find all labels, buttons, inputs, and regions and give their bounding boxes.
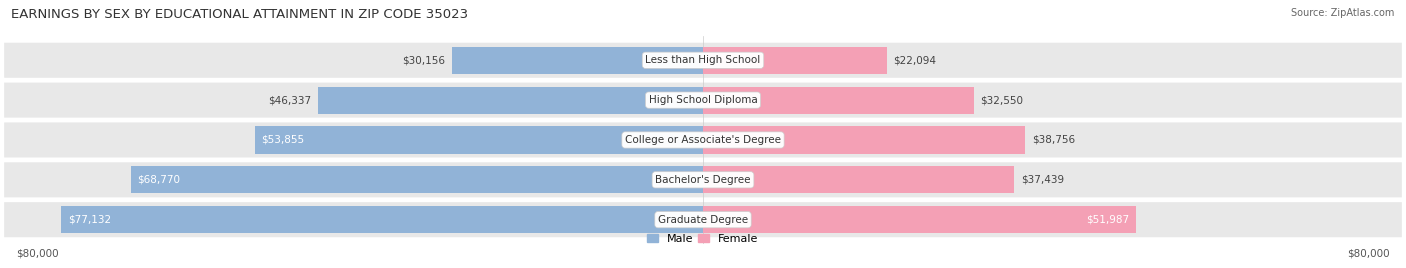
Text: Source: ZipAtlas.com: Source: ZipAtlas.com: [1291, 8, 1395, 18]
Text: $68,770: $68,770: [138, 175, 180, 185]
Bar: [131, 166, 703, 193]
FancyBboxPatch shape: [4, 122, 1402, 158]
Text: $37,439: $37,439: [1021, 175, 1064, 185]
Bar: [254, 126, 703, 154]
Text: College or Associate's Degree: College or Associate's Degree: [626, 135, 780, 145]
Text: $51,987: $51,987: [1085, 215, 1129, 225]
Text: $22,094: $22,094: [893, 55, 936, 65]
Text: EARNINGS BY SEX BY EDUCATIONAL ATTAINMENT IN ZIP CODE 35023: EARNINGS BY SEX BY EDUCATIONAL ATTAINMEN…: [11, 8, 468, 21]
Text: High School Diploma: High School Diploma: [648, 95, 758, 105]
FancyBboxPatch shape: [4, 162, 1402, 197]
FancyBboxPatch shape: [4, 43, 1402, 78]
Text: Less than High School: Less than High School: [645, 55, 761, 65]
Bar: [453, 47, 703, 74]
Text: $46,337: $46,337: [267, 95, 311, 105]
Text: $38,756: $38,756: [1032, 135, 1076, 145]
Text: $30,156: $30,156: [402, 55, 446, 65]
Text: Bachelor's Degree: Bachelor's Degree: [655, 175, 751, 185]
Bar: [62, 206, 703, 233]
Bar: [318, 87, 703, 114]
Text: $32,550: $32,550: [980, 95, 1024, 105]
Bar: [703, 166, 1015, 193]
Text: $77,132: $77,132: [67, 215, 111, 225]
FancyBboxPatch shape: [4, 83, 1402, 118]
Text: Graduate Degree: Graduate Degree: [658, 215, 748, 225]
Text: $53,855: $53,855: [262, 135, 305, 145]
Bar: [703, 87, 974, 114]
FancyBboxPatch shape: [4, 202, 1402, 237]
Bar: [703, 206, 1136, 233]
Bar: [703, 47, 887, 74]
Bar: [703, 126, 1025, 154]
Legend: Male, Female: Male, Female: [643, 229, 763, 248]
